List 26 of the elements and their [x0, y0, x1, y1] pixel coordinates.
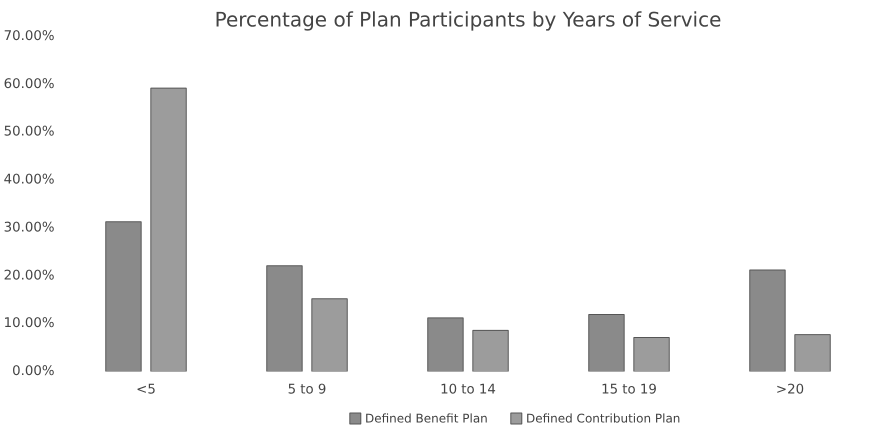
y-tick-label: 60.00%: [4, 76, 55, 92]
legend-label: Defined Contribution Plan: [526, 412, 680, 426]
y-tick-label: 20.00%: [4, 268, 55, 284]
y-tick-label: 10.00%: [4, 316, 55, 332]
bar: [266, 265, 303, 372]
y-tick-label: 30.00%: [4, 220, 55, 236]
bar: [105, 221, 142, 372]
chart-title: Percentage of Plan Participants by Years of Service: [214, 8, 722, 32]
legend-label: Defined Benefit Plan: [364, 412, 488, 426]
x-tick-label: 15 to 19: [601, 382, 657, 398]
bar: [633, 337, 670, 372]
x-tick-label: >20: [776, 382, 804, 398]
bar: [150, 88, 187, 372]
x-tick-label: 10 to 14: [440, 382, 496, 398]
bar: [749, 270, 786, 372]
y-tick-label: 50.00%: [4, 124, 55, 140]
bar: [472, 330, 509, 372]
bar: [588, 314, 625, 372]
bar: [311, 298, 348, 372]
y-tick-label: 70.00%: [4, 29, 55, 44]
x-tick-label: 5 to 9: [288, 382, 326, 398]
bar: [794, 334, 831, 372]
y-tick-label: 40.00%: [4, 172, 55, 188]
x-tick-label: <5: [136, 382, 156, 398]
y-tick-label: 0.00%: [12, 364, 55, 379]
bar: [427, 317, 464, 372]
